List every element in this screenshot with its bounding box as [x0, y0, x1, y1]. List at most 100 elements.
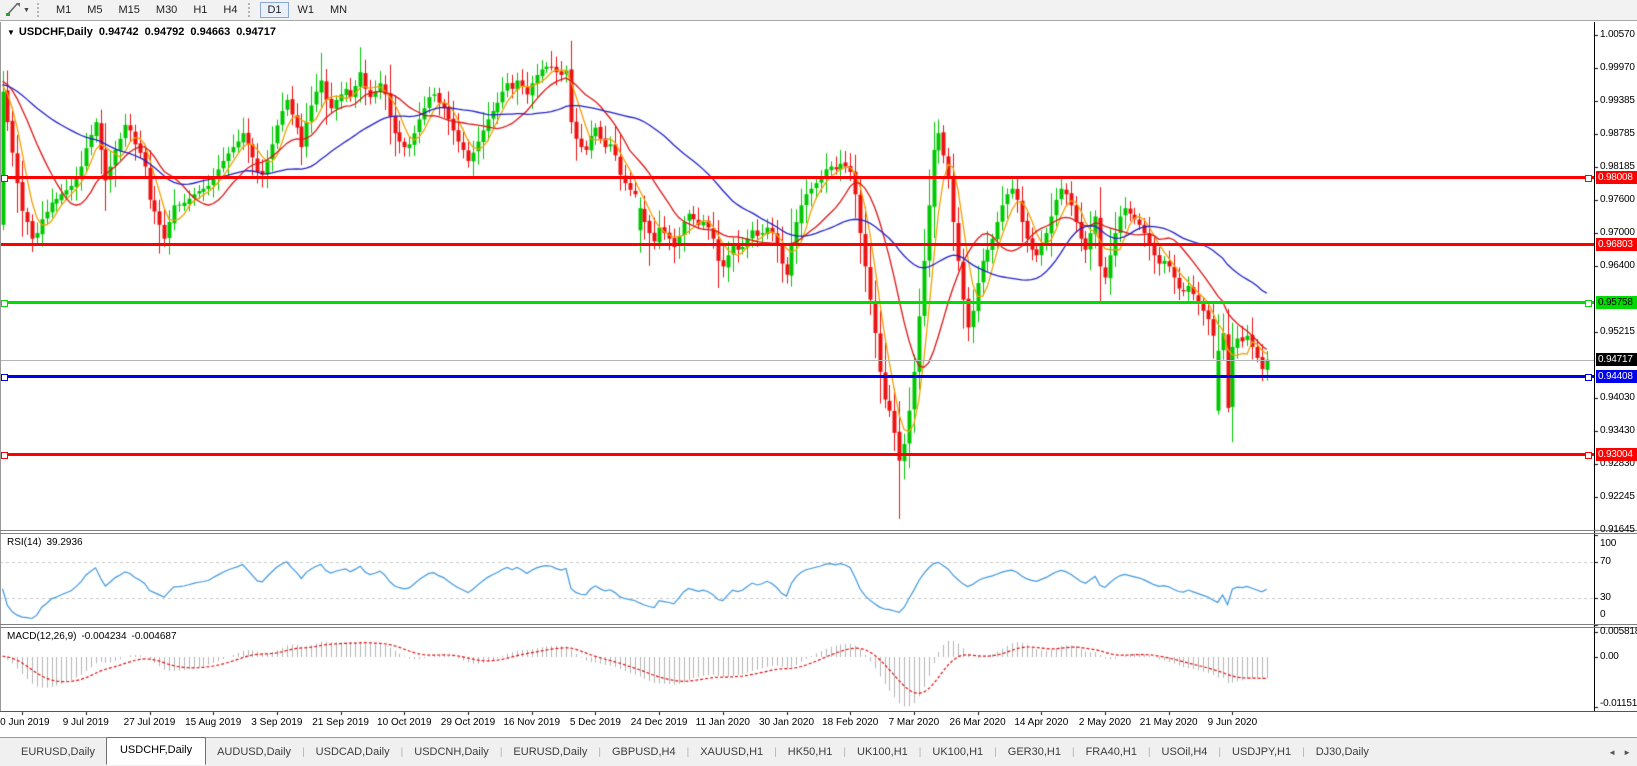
symbol-label: USDCHF,Daily: [18, 26, 93, 38]
rsi-label: RSI(14) 39.2936: [7, 537, 83, 548]
line-handle[interactable]: [1585, 174, 1592, 182]
ohlc-close: 0.94717: [236, 26, 276, 38]
date-axis-label: 30 Jan 2020: [758, 717, 815, 728]
horizontal-line-0.93004[interactable]: [0, 453, 1594, 457]
chart-tab-ger30-h1[interactable]: GER30,H1: [1007, 746, 1061, 758]
chart-tab-usoil-h4[interactable]: USOil,H4: [1161, 746, 1208, 758]
horizontal-line-0.94408[interactable]: [0, 375, 1594, 379]
price-axis-tick: 0.99970: [1600, 62, 1635, 74]
macd-main-value: -0.004234: [81, 631, 127, 642]
chart-tab-usdjpy-h1[interactable]: USDJPY,H1: [1232, 746, 1292, 758]
current-price-label: 0.94717: [1596, 353, 1637, 367]
rsi-value: 39.2936: [46, 537, 83, 548]
date-axis-label: 5 Dec 2019: [569, 717, 621, 728]
chart-title: ▼ USDCHF,Daily 0.94742 0.94792 0.94663 0.9471…: [7, 26, 282, 38]
date-axis-label: 11 Jan 2020: [695, 717, 750, 728]
price-axis-tick: 0.91645: [1600, 524, 1635, 536]
horizontal-line-price-label: 0.94408: [1596, 370, 1637, 384]
chart-tab-usdcad-daily[interactable]: USDCAD,Daily: [315, 746, 390, 758]
tab-separator: |: [686, 746, 690, 758]
chart-tab-xauusd-h1[interactable]: XAUUSD,H1: [700, 746, 764, 758]
date-axis-label: 9 Jun 2020: [1207, 717, 1258, 728]
chart-tab-uk100-h1[interactable]: UK100,H1: [932, 746, 984, 758]
panel-separator[interactable]: [0, 624, 1637, 625]
timeframe-button-H1[interactable]: H1: [193, 4, 208, 16]
chevron-right-icon[interactable]: ►: [1623, 748, 1631, 757]
chart-tab-usdcnh-daily[interactable]: USDCNH,Daily: [414, 746, 489, 758]
line-handle[interactable]: [1585, 452, 1592, 460]
line-handle[interactable]: [1585, 299, 1592, 307]
timeframe-button-W1[interactable]: W1: [297, 4, 315, 16]
price-axis-tick: 0.96400: [1600, 260, 1635, 272]
chevron-left-icon[interactable]: ◄: [1608, 748, 1617, 757]
date-axis-label: 3 Sep 2019: [251, 717, 303, 728]
date-axis-label: 15 Aug 2019: [185, 717, 242, 728]
date-axis-label: 7 Mar 2020: [888, 717, 940, 728]
panel-separator[interactable]: [0, 627, 1637, 628]
horizontal-line-0.96803[interactable]: [0, 242, 1594, 246]
price-axis-tick: 0.95215: [1600, 326, 1635, 338]
timeframe-button-MN[interactable]: MN: [330, 4, 348, 16]
chart-tab-eurusd-daily[interactable]: EURUSD,Daily: [21, 746, 95, 758]
timeframe-button-M15[interactable]: M15: [118, 4, 140, 16]
horizontal-line-price-label: 0.98008: [1596, 170, 1637, 184]
chevron-down-icon[interactable]: ▼: [23, 6, 30, 14]
chart-tab-audusd-daily[interactable]: AUDUSD,Daily: [217, 746, 292, 758]
tab-separator: |: [499, 746, 503, 758]
chart-tab-fra40-h1[interactable]: FRA40,H1: [1085, 746, 1137, 758]
timeframe-button-H4[interactable]: H4: [223, 4, 238, 16]
price-axis-tick: 0.98185: [1600, 161, 1635, 173]
horizontal-line-price-label: 0.93004: [1596, 448, 1637, 462]
panel-separator[interactable]: [0, 530, 1637, 531]
timeframe-button-M30[interactable]: M30: [155, 4, 178, 16]
tab-separator: |: [400, 746, 404, 758]
date-axis-label: 10 Oct 2019: [377, 717, 432, 728]
line-handle[interactable]: [1, 174, 8, 182]
date-axis-label: 27 Jul 2019: [123, 717, 176, 728]
panel-separator[interactable]: [0, 533, 1637, 534]
tab-separator: |: [1071, 746, 1075, 758]
date-axis-label: 16 Nov 2019: [503, 717, 561, 728]
horizontal-line-0.95758[interactable]: [0, 300, 1594, 304]
date-axis-label: 2 May 2020: [1078, 717, 1132, 728]
tab-separator: |: [1147, 746, 1151, 758]
date-axis-label: 29 Oct 2019: [440, 717, 496, 728]
price-axis-tick: 1.00570: [1600, 29, 1635, 40]
tab-separator: |: [1218, 746, 1221, 758]
timeframe-button-M5[interactable]: M5: [87, 4, 103, 16]
current-price-line: [0, 359, 1594, 361]
rsi-axis-tick: 70: [1600, 555, 1611, 567]
tab-separator: |: [774, 746, 777, 758]
line-handle[interactable]: [1, 452, 8, 460]
date-axis-label: 20 Jun 2019: [0, 717, 50, 728]
ohlc-high: 0.94792: [144, 26, 185, 38]
timeframe-button-M1[interactable]: M1: [55, 4, 72, 16]
chart-tab-gbpusd-h4[interactable]: GBPUSD,H4: [612, 746, 676, 758]
line-handle[interactable]: [1, 374, 8, 382]
tab-separator: |: [994, 746, 997, 758]
horizontal-line-price-label: 0.96803: [1596, 237, 1637, 251]
panel-separator: [0, 711, 1637, 712]
timeframe-button-D1[interactable]: D1: [260, 2, 289, 18]
ohlc-low: 0.94663: [190, 26, 231, 38]
line-handle[interactable]: [1585, 374, 1592, 382]
chart-tab-usdchf-daily[interactable]: USDCHF,Daily: [105, 737, 207, 765]
toolbar-grip: [36, 3, 42, 17]
horizontal-line-0.98008[interactable]: [0, 175, 1594, 179]
macd-axis-tick: 0.00: [1600, 651, 1619, 662]
chart-tab-eurusd-daily[interactable]: EURUSD,Daily: [513, 746, 588, 758]
chart-title-dropdown-icon[interactable]: ▼: [7, 28, 15, 37]
line-handle[interactable]: [1, 299, 8, 307]
rsi-axis-tick: 100: [1600, 538, 1617, 549]
date-axis-label: 18 Feb 2020: [822, 717, 879, 728]
date-axis-label: 24 Dec 2019: [630, 717, 688, 728]
crosshair-cursor-icon[interactable]: [4, 3, 21, 18]
chart-tab-hk50-h1[interactable]: HK50,H1: [787, 746, 833, 758]
chart-tab-uk100-h1[interactable]: UK100,H1: [857, 746, 908, 758]
chart-tab-dj30-daily[interactable]: DJ30,Daily: [1315, 746, 1369, 758]
price-axis-tick: 0.94030: [1600, 391, 1635, 403]
date-axis-label: 14 Apr 2020: [1014, 717, 1069, 728]
date-axis-label: 26 Mar 2020: [949, 717, 1006, 728]
